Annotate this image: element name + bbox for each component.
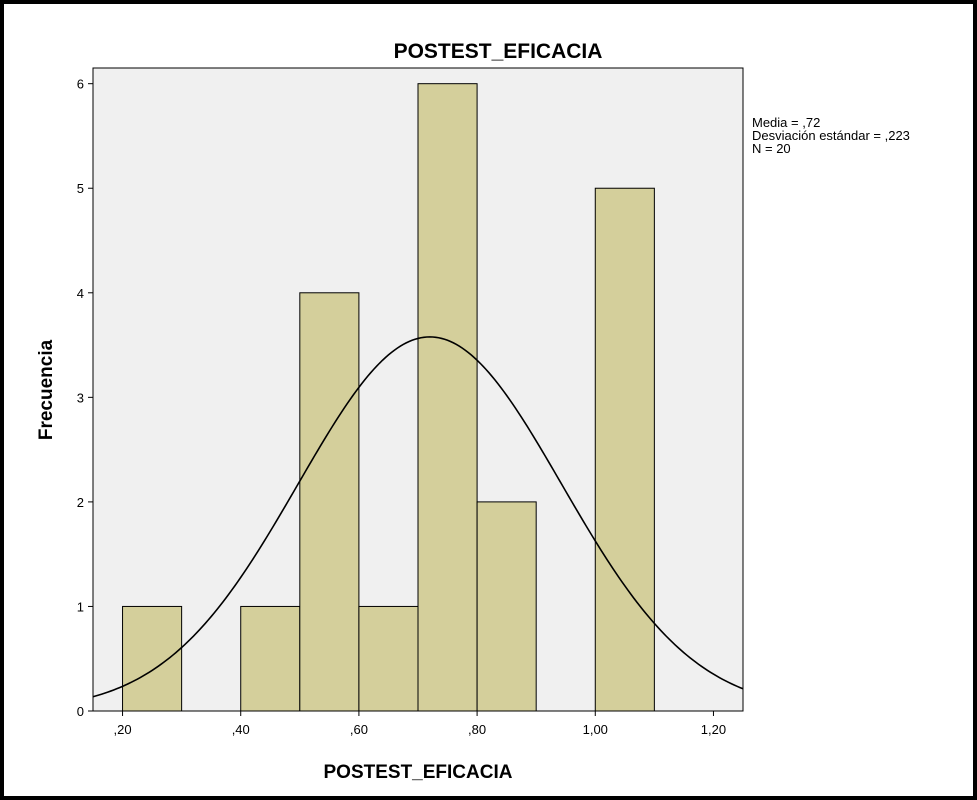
y-tick-label-2: 2 (77, 495, 84, 510)
x-tick-label-1: ,40 (232, 722, 250, 737)
stats-box: Media = ,72 Desviación estándar = ,223 N… (752, 116, 910, 155)
x-axis-label: POSTEST_EFICACIA (324, 762, 513, 783)
chart-title: POSTEST_EFICACIA (394, 40, 603, 63)
bar-3 (358, 605, 419, 712)
stats-sd: Desviación estándar = ,223 (752, 128, 910, 143)
y-tick-label-0: 0 (77, 704, 84, 719)
bar-4 (417, 83, 478, 712)
y-tick-label-3: 3 (77, 390, 84, 405)
bar-1 (240, 605, 301, 712)
y-axis-label: Frecuencia (36, 339, 57, 440)
y-tick-label-5: 5 (77, 181, 84, 196)
bar-0 (122, 605, 183, 712)
x-tick-label-0: ,20 (114, 722, 132, 737)
x-tick-label-3: ,80 (468, 722, 486, 737)
normal-curve (92, 336, 744, 698)
bar-6 (594, 187, 655, 712)
x-tick-label-4: 1,00 (583, 722, 608, 737)
bar-5 (476, 501, 537, 712)
stats-mean: Media = ,72 (752, 115, 821, 130)
bars-group (122, 83, 655, 712)
x-tick-label-2: ,60 (350, 722, 368, 737)
y-axis: 0 1 2 3 4 5 6 (77, 77, 93, 719)
bar-2 (299, 292, 360, 712)
x-tick-label-5: 1,20 (701, 722, 726, 737)
y-tick-label-1: 1 (77, 599, 84, 614)
stats-n: N = 20 (752, 141, 791, 156)
y-tick-label-6: 6 (77, 77, 84, 92)
y-tick-label-4: 4 (77, 286, 84, 301)
x-axis: ,20 ,40 ,60 ,80 1,00 1,20 (114, 711, 726, 737)
